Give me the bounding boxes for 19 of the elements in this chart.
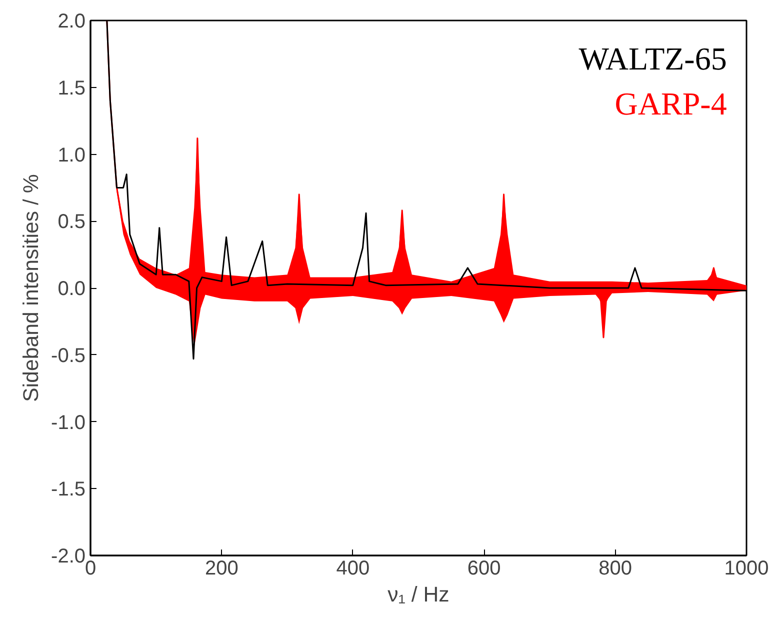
y-tick-label: -0.5 xyxy=(51,344,86,367)
x-tick-label: 200 xyxy=(205,558,238,580)
y-tick-label: 1.5 xyxy=(58,77,86,100)
x-axis-title: ν₁ / Hz xyxy=(388,582,450,606)
y-tick-label: 2.0 xyxy=(58,10,86,32)
y-tick-label: -1.0 xyxy=(51,412,86,434)
y-tick-label: -1.5 xyxy=(51,478,86,501)
x-tick-label: 800 xyxy=(598,558,632,580)
y-tick-label: -2.0 xyxy=(51,546,86,568)
y-axis-title: Sideband intensities / % xyxy=(19,174,44,402)
text: WALTZ-65 xyxy=(578,40,727,76)
y-tick-label: 1.0 xyxy=(58,144,86,166)
text: GARP-4 xyxy=(614,86,727,122)
x-tick-label: 0 xyxy=(84,558,96,580)
y-tick-label: 0.5 xyxy=(58,211,86,234)
x-tick-label: 1000 xyxy=(724,558,769,580)
x-tick-label: 400 xyxy=(336,558,370,580)
x-tick-label: 600 xyxy=(467,558,501,580)
y-tick-label: 0.0 xyxy=(58,278,86,300)
